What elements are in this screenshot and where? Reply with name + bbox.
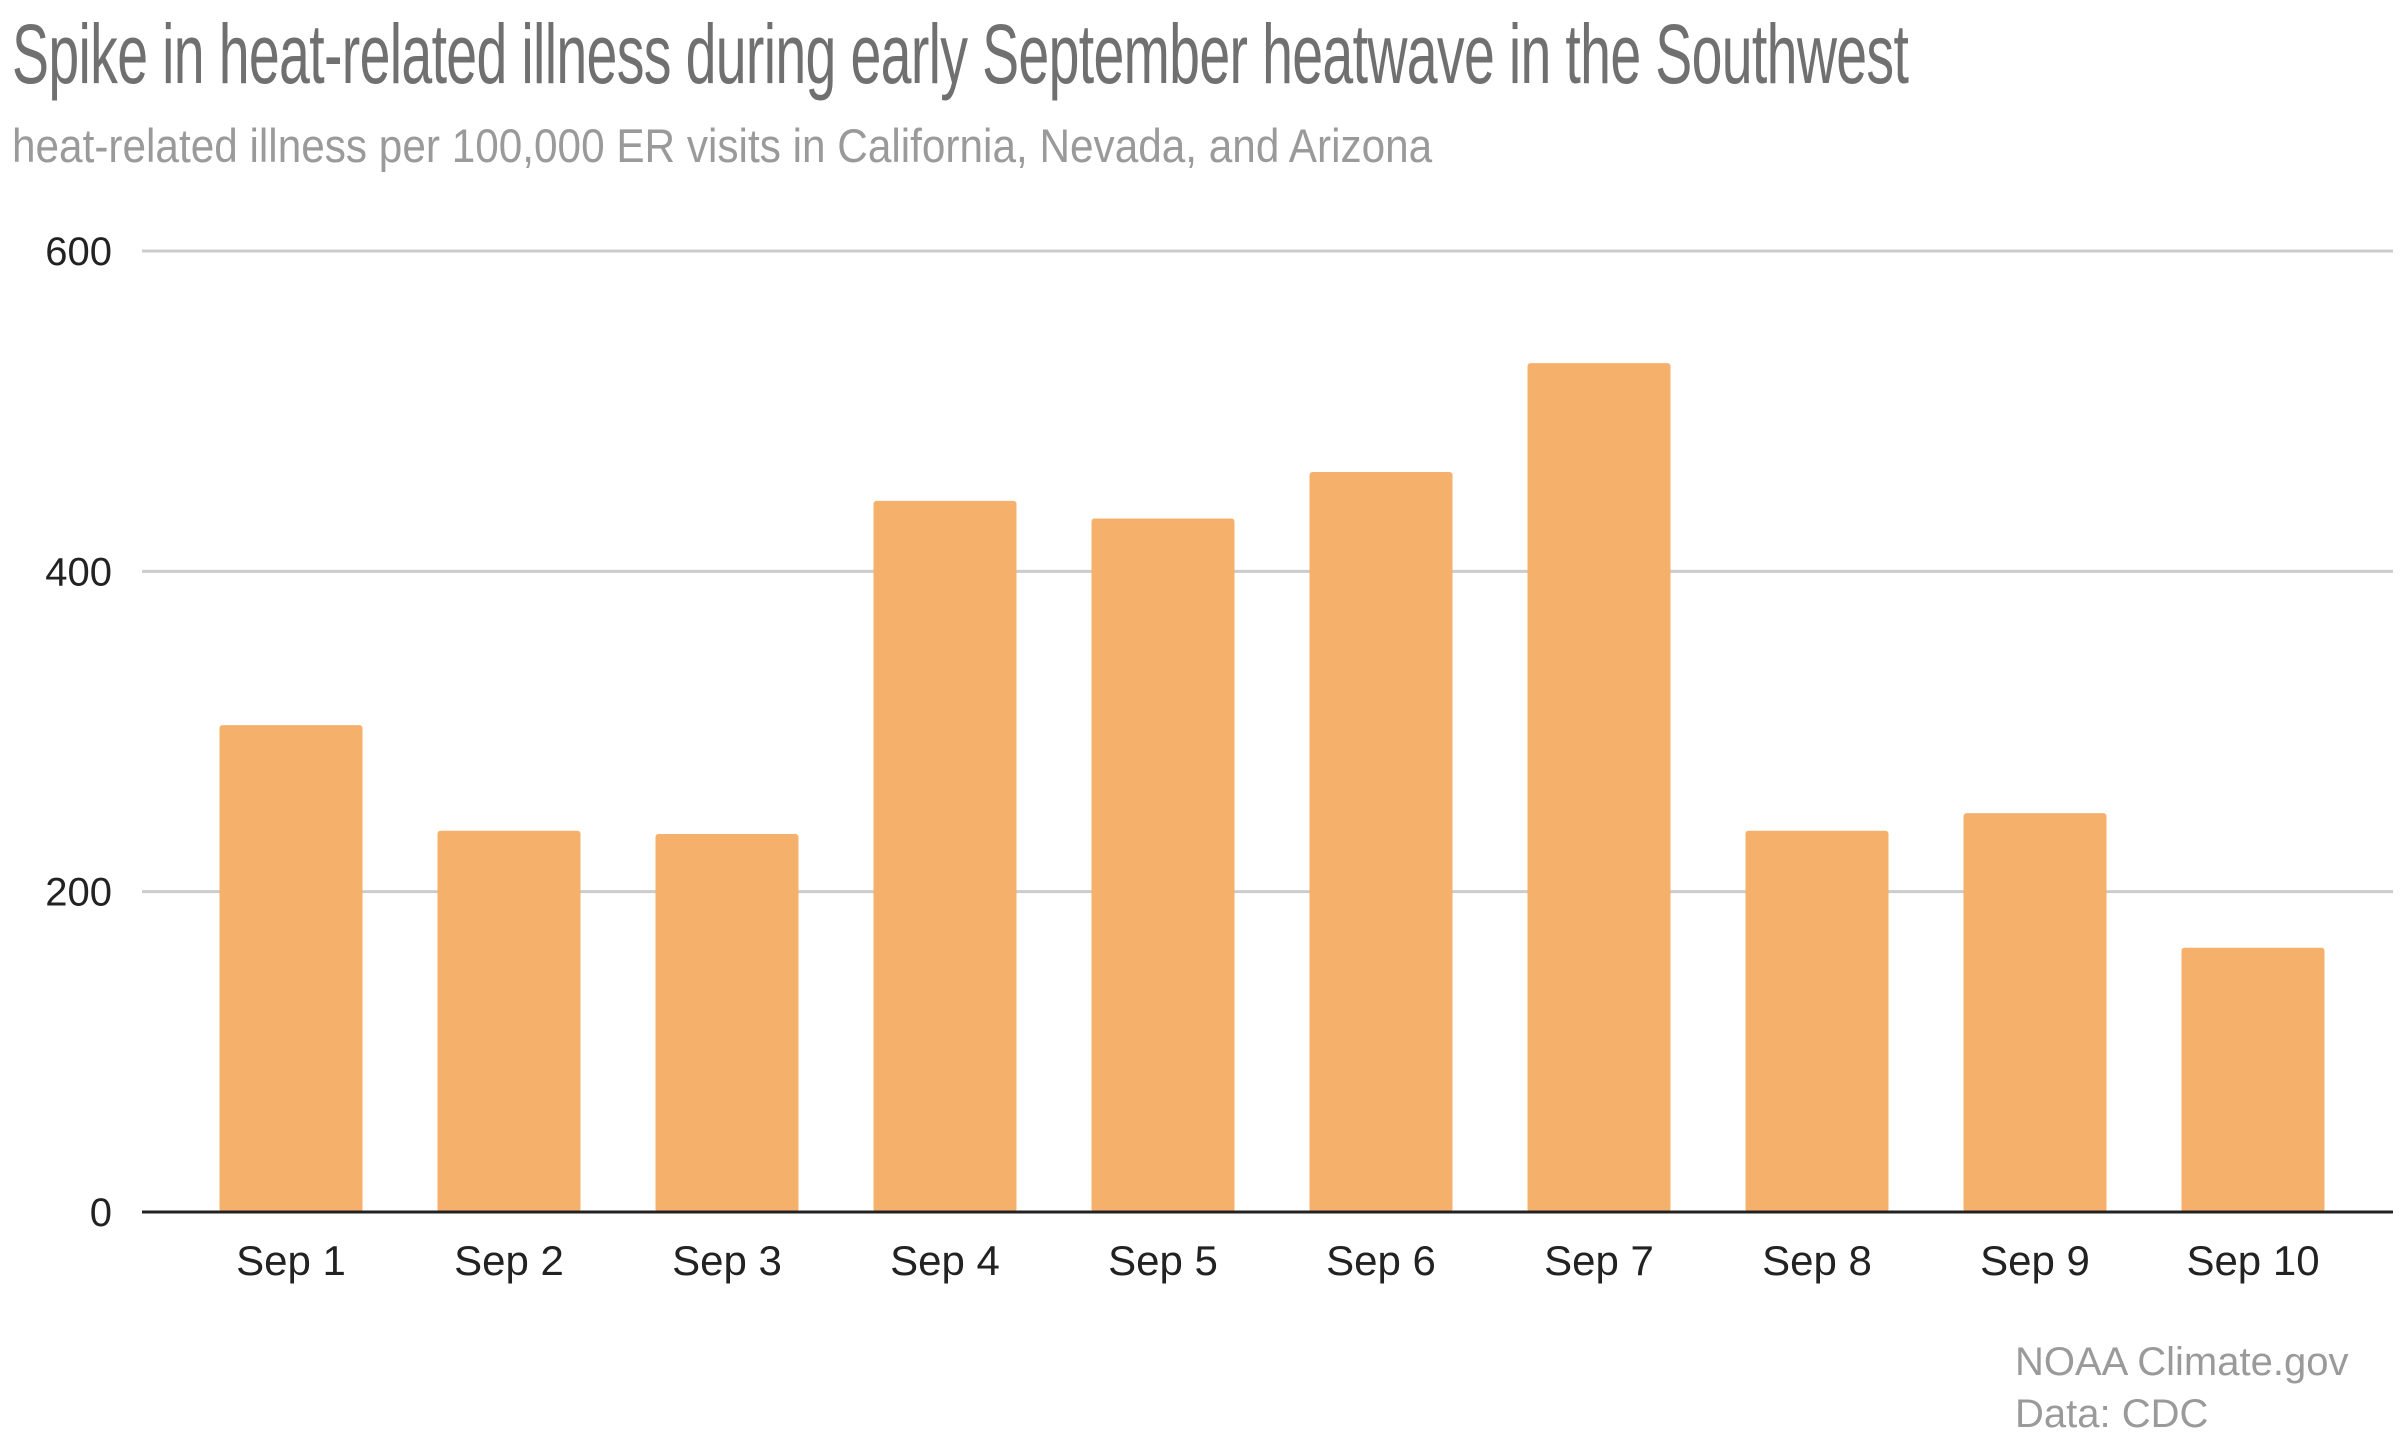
x-tick-label: Sep 8 <box>1762 1237 1872 1284</box>
bar-sep-8 <box>1745 830 1889 1212</box>
bar-sep-10 <box>2181 947 2325 1212</box>
bar-sep-1 <box>219 725 363 1212</box>
x-tick-label: Sep 5 <box>1108 1237 1218 1284</box>
x-tick-label: Sep 9 <box>1980 1237 2090 1284</box>
chart-title: Spike in heat-related illness during ear… <box>12 7 1909 101</box>
x-tick-label: Sep 10 <box>2186 1237 2319 1284</box>
x-tick-label: Sep 3 <box>672 1237 782 1284</box>
bar-sep-9 <box>1963 813 2107 1212</box>
x-tick-label: Sep 7 <box>1544 1237 1654 1284</box>
y-tick-label: 0 <box>90 1191 112 1235</box>
y-tick-label: 400 <box>45 550 112 594</box>
bar-sep-7 <box>1527 363 1671 1212</box>
bar-sep-5 <box>1091 518 1235 1212</box>
bar-sep-4 <box>873 500 1017 1212</box>
x-tick-label: Sep 4 <box>890 1237 1000 1284</box>
bar-sep-2 <box>437 830 581 1212</box>
x-tick-label: Sep 1 <box>236 1237 346 1284</box>
source-credit: NOAA Climate.gov <box>2015 1340 2349 1384</box>
chart-subtitle: heat-related illness per 100,000 ER visi… <box>12 119 1433 172</box>
x-tick-label: Sep 2 <box>454 1237 564 1284</box>
y-tick-label: 600 <box>45 230 112 274</box>
bar-sep-3 <box>655 834 799 1212</box>
y-tick-label: 200 <box>45 871 112 915</box>
data-credit: Data: CDC <box>2015 1392 2209 1436</box>
x-tick-label: Sep 6 <box>1326 1237 1436 1284</box>
bar-sep-6 <box>1309 472 1453 1212</box>
